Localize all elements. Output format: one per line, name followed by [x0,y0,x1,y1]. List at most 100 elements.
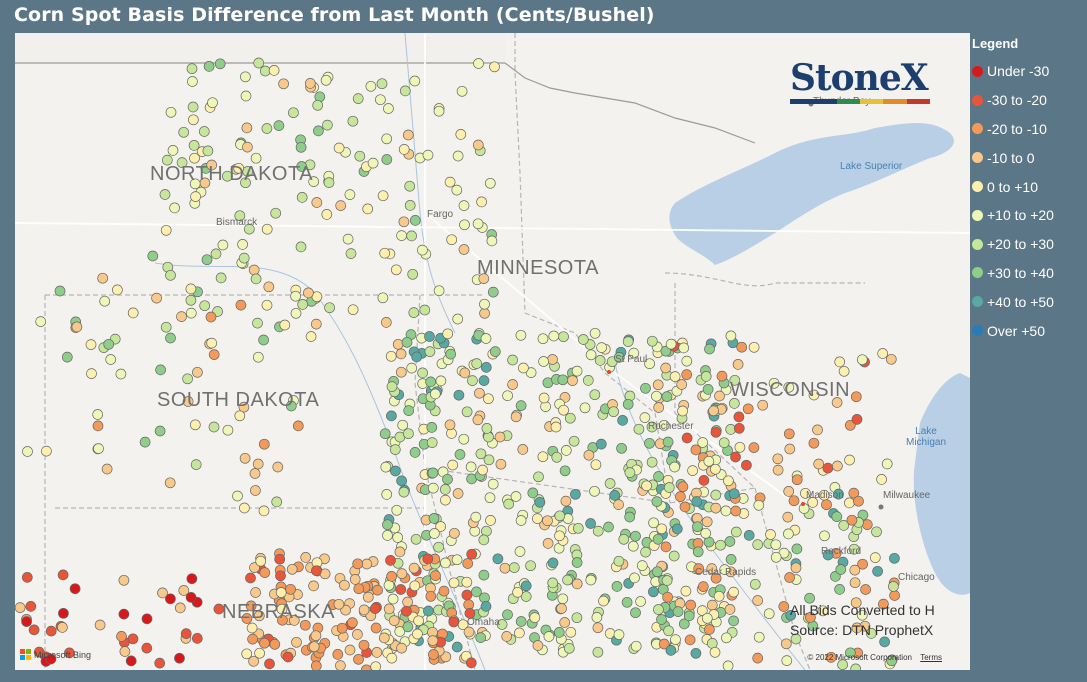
bid-marker[interactable] [700,371,712,382]
bid-marker[interactable] [25,601,37,612]
bid-marker[interactable] [648,586,659,598]
bid-marker[interactable] [849,577,861,589]
bid-marker[interactable] [93,443,104,454]
legend-item[interactable]: +30 to +40 [972,259,1084,288]
bid-marker[interactable] [613,629,625,640]
bid-marker[interactable] [188,140,200,151]
bid-marker[interactable] [358,604,370,616]
bid-marker[interactable] [278,78,289,90]
bid-marker[interactable] [734,441,746,453]
bid-marker[interactable] [487,478,499,490]
bid-marker[interactable] [718,437,730,449]
bid-marker[interactable] [412,628,423,640]
bid-marker[interactable] [592,525,604,537]
bid-marker[interactable] [282,651,294,663]
bid-marker[interactable] [481,423,493,434]
bid-marker[interactable] [435,375,447,387]
bid-marker[interactable] [57,569,69,581]
bid-marker[interactable] [176,157,188,168]
bid-marker[interactable] [290,290,301,302]
bid-marker[interactable] [352,93,364,104]
bid-marker[interactable] [478,534,490,546]
bid-marker[interactable] [383,103,394,114]
bid-marker[interactable] [234,210,246,222]
bid-marker[interactable] [791,543,803,555]
bid-marker[interactable] [538,356,549,367]
bid-marker[interactable] [582,375,594,386]
bid-marker[interactable] [502,390,513,402]
bid-marker[interactable] [115,368,127,380]
bid-marker[interactable] [585,349,597,361]
bid-marker[interactable] [310,630,322,642]
bid-marker[interactable] [652,533,664,545]
bid-marker[interactable] [537,333,549,345]
bid-marker[interactable] [691,496,703,507]
bid-marker[interactable] [347,304,359,316]
bid-marker[interactable] [451,184,463,196]
bid-marker[interactable] [725,554,737,565]
bid-marker[interactable] [22,446,33,457]
bid-marker[interactable] [783,428,795,440]
bid-marker[interactable] [765,529,776,540]
bid-marker[interactable] [459,367,471,379]
bid-marker[interactable] [856,609,868,621]
bid-marker[interactable] [603,521,614,533]
bid-marker[interactable] [653,471,664,482]
bid-marker[interactable] [871,526,882,538]
bid-marker[interactable] [846,514,858,526]
bid-marker[interactable] [323,177,335,188]
bid-marker[interactable] [480,333,492,344]
bid-marker[interactable] [446,234,458,246]
bid-marker[interactable] [473,58,484,69]
bid-marker[interactable] [557,593,569,605]
bid-marker[interactable] [245,600,257,612]
bid-marker[interactable] [785,609,797,621]
bid-marker[interactable] [394,546,406,558]
bid-marker[interactable] [684,634,696,646]
bid-marker[interactable] [404,200,416,211]
bid-marker[interactable] [239,502,250,514]
bid-marker[interactable] [210,248,222,260]
basis-map[interactable]: NORTH DAKOTA MINNESOTA SOUTH DAKOTA WISC… [15,33,970,670]
bid-marker[interactable] [239,452,251,464]
bid-marker[interactable] [663,625,674,637]
bid-marker[interactable] [813,458,825,470]
bid-marker[interactable] [616,442,627,454]
bid-marker[interactable] [644,358,655,370]
bid-marker[interactable] [33,646,45,658]
bid-marker[interactable] [537,451,549,463]
bid-marker[interactable] [206,159,218,171]
bid-marker[interactable] [154,425,166,437]
bid-marker[interactable] [401,605,412,617]
bid-marker[interactable] [141,642,153,654]
bid-marker[interactable] [386,571,397,582]
bid-marker[interactable] [427,467,439,479]
bid-marker[interactable] [222,424,234,436]
bid-marker[interactable] [562,574,573,586]
bid-marker[interactable] [127,307,139,319]
bid-marker[interactable] [296,161,308,172]
bid-marker[interactable] [507,354,518,366]
bid-marker[interactable] [127,633,139,645]
bid-marker[interactable] [429,388,441,400]
bid-marker[interactable] [687,465,698,476]
bid-marker[interactable] [770,539,782,551]
bid-marker[interactable] [624,511,636,523]
bid-marker[interactable] [198,126,210,137]
bid-marker[interactable] [646,456,658,468]
bid-marker[interactable] [876,474,887,485]
bid-marker[interactable] [461,406,473,418]
bid-marker[interactable] [510,491,522,502]
bid-marker[interactable] [466,548,478,560]
bid-marker[interactable] [378,632,390,644]
bid-marker[interactable] [417,367,428,379]
bid-marker[interactable] [391,504,403,516]
bid-marker[interactable] [675,491,686,502]
bid-marker[interactable] [116,631,127,642]
bid-marker[interactable] [833,488,844,500]
bid-marker[interactable] [406,362,418,374]
bid-marker[interactable] [630,530,641,542]
bid-marker[interactable] [189,419,201,431]
bid-marker[interactable] [288,107,299,119]
bid-marker[interactable] [427,635,439,646]
